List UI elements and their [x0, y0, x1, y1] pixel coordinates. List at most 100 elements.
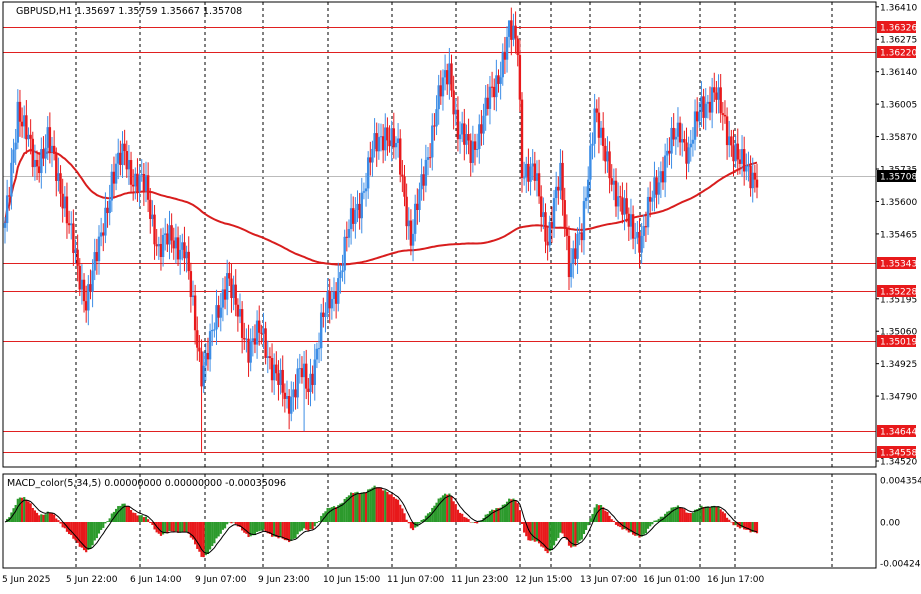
bear-candle[interactable] — [311, 365, 314, 394]
bear-candle[interactable] — [732, 129, 735, 177]
bear-candle[interactable] — [230, 263, 233, 313]
bear-candle[interactable] — [738, 149, 742, 175]
bear-candle[interactable] — [142, 162, 146, 206]
bull-candle[interactable] — [501, 43, 504, 86]
bear-candle[interactable] — [187, 236, 190, 280]
bear-candle[interactable] — [328, 278, 331, 324]
bear-candle[interactable] — [287, 389, 291, 430]
bear-candle[interactable] — [189, 262, 193, 313]
bear-candle[interactable] — [119, 140, 122, 176]
bull-candle[interactable] — [191, 280, 195, 306]
bull-candle[interactable] — [44, 134, 47, 174]
bear-candle[interactable] — [452, 75, 455, 130]
bear-candle[interactable] — [610, 164, 613, 192]
bear-candle[interactable] — [375, 122, 378, 167]
bull-candle[interactable] — [80, 264, 84, 305]
bear-candle[interactable] — [631, 205, 635, 250]
bull-candle[interactable] — [448, 47, 451, 100]
bull-candle[interactable] — [691, 127, 695, 157]
bull-candle[interactable] — [642, 214, 645, 249]
bull-candle[interactable] — [384, 113, 387, 161]
bear-candle[interactable] — [439, 70, 443, 105]
bear-candle[interactable] — [153, 205, 156, 260]
bull-candle[interactable] — [70, 211, 73, 240]
bear-candle[interactable] — [95, 238, 99, 275]
bear-candle[interactable] — [546, 226, 549, 261]
bear-candle[interactable] — [155, 228, 158, 256]
bull-candle[interactable] — [420, 158, 423, 201]
bull-candle[interactable] — [362, 182, 366, 200]
bull-candle[interactable] — [670, 117, 673, 169]
bull-candle[interactable] — [185, 245, 188, 273]
bear-candle[interactable] — [35, 150, 39, 181]
bull-candle[interactable] — [745, 153, 748, 181]
bear-candle[interactable] — [72, 209, 75, 266]
bear-candle[interactable] — [381, 124, 385, 164]
bull-candle[interactable] — [298, 353, 302, 384]
bull-candle[interactable] — [634, 222, 637, 255]
bull-candle[interactable] — [108, 184, 111, 226]
bull-candle[interactable] — [606, 136, 609, 173]
bear-candle[interactable] — [369, 141, 372, 176]
bull-candle[interactable] — [390, 120, 393, 162]
bear-candle[interactable] — [469, 133, 472, 177]
bull-candle[interactable] — [127, 145, 131, 185]
bull-candle[interactable] — [302, 351, 306, 432]
bull-candle[interactable] — [40, 137, 43, 189]
candlestick-series[interactable] — [3, 7, 759, 452]
bull-candle[interactable] — [74, 239, 77, 264]
bear-candle[interactable] — [668, 137, 671, 166]
bear-candle[interactable] — [510, 7, 513, 56]
bear-candle[interactable] — [196, 316, 199, 361]
bear-candle[interactable] — [29, 119, 32, 155]
bull-candle[interactable] — [245, 328, 248, 353]
bear-candle[interactable] — [112, 156, 116, 199]
bull-candle[interactable] — [751, 157, 754, 203]
bear-candle[interactable] — [685, 127, 688, 180]
bull-candle[interactable] — [531, 149, 534, 181]
bull-candle[interactable] — [443, 54, 447, 91]
bull-candle[interactable] — [659, 161, 663, 198]
bear-candle[interactable] — [146, 162, 150, 213]
bear-candle[interactable] — [106, 200, 109, 228]
bull-candle[interactable] — [458, 121, 462, 154]
bull-candle[interactable] — [689, 129, 692, 162]
bear-candle[interactable] — [31, 131, 34, 177]
bull-candle[interactable] — [151, 200, 154, 227]
bear-candle[interactable] — [76, 234, 79, 282]
bear-candle[interactable] — [78, 258, 81, 297]
bear-candle[interactable] — [247, 324, 250, 377]
bear-candle[interactable] — [176, 226, 180, 266]
bull-candle[interactable] — [578, 216, 581, 246]
bear-candle[interactable] — [399, 129, 402, 183]
bull-candle[interactable] — [687, 136, 690, 173]
bull-candle[interactable] — [202, 351, 205, 393]
bull-candle[interactable] — [87, 275, 90, 326]
bear-candle[interactable] — [25, 100, 28, 154]
bear-candle[interactable] — [683, 130, 686, 152]
bear-candle[interactable] — [537, 159, 541, 204]
bear-candle[interactable] — [268, 347, 272, 370]
bear-candle[interactable] — [392, 112, 396, 159]
bull-candle[interactable] — [747, 151, 750, 182]
bear-candle[interactable] — [131, 169, 135, 201]
bull-candle[interactable] — [460, 111, 464, 143]
bear-candle[interactable] — [725, 107, 729, 160]
bear-candle[interactable] — [67, 210, 71, 234]
bear-candle[interactable] — [258, 305, 261, 346]
bear-candle[interactable] — [84, 285, 88, 323]
bear-candle[interactable] — [243, 322, 246, 350]
bull-candle[interactable] — [337, 262, 340, 312]
bull-candle[interactable] — [57, 157, 60, 192]
bull-candle[interactable] — [700, 81, 703, 127]
bull-candle[interactable] — [507, 20, 511, 48]
bear-candle[interactable] — [228, 261, 231, 287]
bear-candle[interactable] — [527, 148, 530, 192]
bull-candle[interactable] — [554, 171, 558, 212]
bull-candle[interactable] — [93, 238, 96, 281]
bull-candle[interactable] — [471, 125, 475, 173]
bear-candle[interactable] — [604, 138, 607, 174]
bull-candle[interactable] — [326, 278, 329, 320]
bear-candle[interactable] — [307, 378, 310, 406]
bear-candle[interactable] — [82, 273, 86, 313]
